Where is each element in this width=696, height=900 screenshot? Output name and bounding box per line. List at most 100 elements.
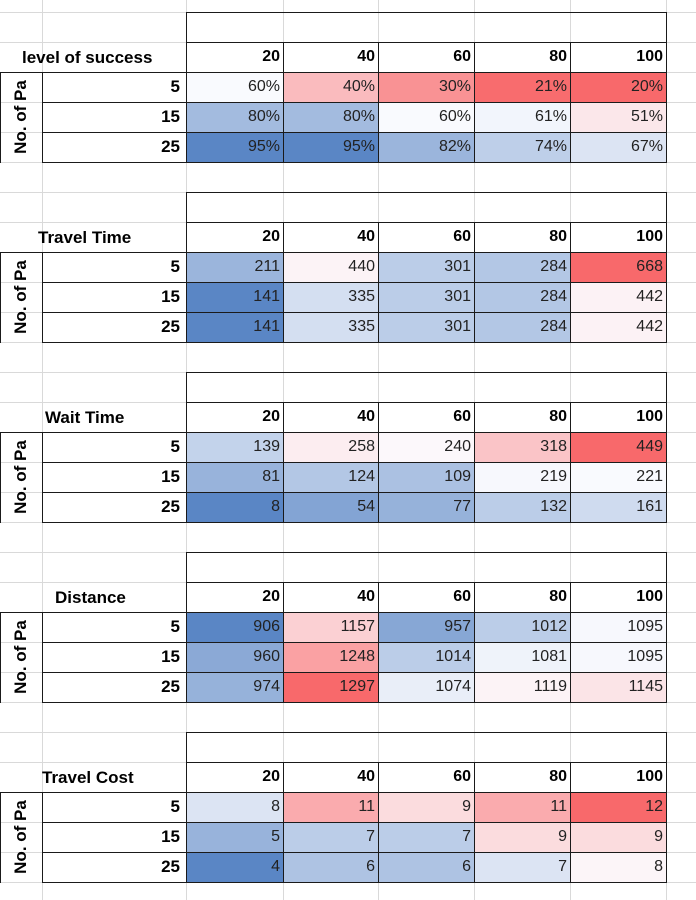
row-label[interactable]: 25 [161, 137, 180, 156]
data-cell[interactable]: 161 [570, 492, 666, 522]
data-cell[interactable]: 284 [474, 282, 570, 312]
data-cell[interactable]: 1119 [474, 672, 570, 702]
data-cell[interactable]: 141 [186, 282, 283, 312]
data-cell[interactable]: 6 [378, 852, 474, 882]
column-header[interactable]: 20 [186, 762, 283, 792]
data-cell[interactable]: 1074 [378, 672, 474, 702]
data-cell[interactable]: 1012 [474, 612, 570, 642]
data-cell[interactable]: 240 [378, 432, 474, 462]
data-cell[interactable]: 30% [378, 72, 474, 102]
data-cell[interactable]: 960 [186, 642, 283, 672]
column-header[interactable]: 20 [186, 582, 283, 612]
column-header[interactable]: 60 [378, 402, 474, 432]
column-header[interactable]: 20 [186, 222, 283, 252]
data-cell[interactable]: 8 [570, 852, 666, 882]
row-label[interactable]: 15 [161, 827, 180, 846]
column-header[interactable]: 40 [283, 222, 378, 252]
data-cell[interactable]: 40% [283, 72, 378, 102]
data-cell[interactable]: 11 [474, 792, 570, 822]
column-header[interactable]: 60 [378, 222, 474, 252]
data-cell[interactable]: 61% [474, 102, 570, 132]
data-cell[interactable]: 301 [378, 282, 474, 312]
data-cell[interactable]: 139 [186, 432, 283, 462]
row-label[interactable]: 25 [161, 677, 180, 696]
data-cell[interactable]: 21% [474, 72, 570, 102]
data-cell[interactable]: 1297 [283, 672, 378, 702]
data-cell[interactable]: 80% [283, 102, 378, 132]
column-header[interactable]: 60 [378, 762, 474, 792]
data-cell[interactable]: 11 [283, 792, 378, 822]
data-cell[interactable]: 284 [474, 312, 570, 342]
data-cell[interactable]: 335 [283, 282, 378, 312]
data-cell[interactable]: 449 [570, 432, 666, 462]
row-label[interactable]: 15 [161, 467, 180, 486]
column-header[interactable]: 40 [283, 582, 378, 612]
data-cell[interactable]: 109 [378, 462, 474, 492]
data-cell[interactable]: 1014 [378, 642, 474, 672]
column-header[interactable]: 80 [474, 402, 570, 432]
column-header[interactable]: 60 [378, 582, 474, 612]
data-cell[interactable]: 124 [283, 462, 378, 492]
column-header[interactable]: 80 [474, 42, 570, 72]
data-cell[interactable]: 80% [186, 102, 283, 132]
row-label[interactable]: 25 [161, 317, 180, 336]
data-cell[interactable]: 7 [283, 822, 378, 852]
column-header[interactable]: 100 [570, 42, 666, 72]
row-label[interactable]: 25 [161, 857, 180, 876]
data-cell[interactable]: 1145 [570, 672, 666, 702]
data-cell[interactable]: 668 [570, 252, 666, 282]
data-cell[interactable]: 318 [474, 432, 570, 462]
data-cell[interactable]: 1248 [283, 642, 378, 672]
data-cell[interactable]: 20% [570, 72, 666, 102]
data-cell[interactable]: 1157 [283, 612, 378, 642]
row-label[interactable]: 5 [170, 257, 180, 276]
column-header[interactable]: 40 [283, 402, 378, 432]
row-label[interactable]: 15 [161, 647, 180, 666]
row-label[interactable]: 25 [161, 497, 180, 516]
data-cell[interactable]: 51% [570, 102, 666, 132]
column-header[interactable]: 100 [570, 222, 666, 252]
data-cell[interactable]: 440 [283, 252, 378, 282]
data-cell[interactable]: 95% [186, 132, 283, 162]
column-header[interactable]: 100 [570, 762, 666, 792]
data-cell[interactable]: 7 [378, 822, 474, 852]
column-header[interactable]: 40 [283, 762, 378, 792]
data-cell[interactable]: 221 [570, 462, 666, 492]
data-cell[interactable]: 132 [474, 492, 570, 522]
row-label[interactable]: 5 [170, 797, 180, 816]
column-header[interactable]: 80 [474, 762, 570, 792]
data-cell[interactable]: 82% [378, 132, 474, 162]
row-label[interactable]: 5 [170, 437, 180, 456]
row-label[interactable]: 15 [161, 287, 180, 306]
data-cell[interactable]: 442 [570, 312, 666, 342]
data-cell[interactable]: 957 [378, 612, 474, 642]
data-cell[interactable]: 906 [186, 612, 283, 642]
data-cell[interactable]: 67% [570, 132, 666, 162]
data-cell[interactable]: 60% [378, 102, 474, 132]
data-cell[interactable]: 9 [570, 822, 666, 852]
column-header[interactable]: 80 [474, 582, 570, 612]
data-cell[interactable]: 12 [570, 792, 666, 822]
data-cell[interactable]: 81 [186, 462, 283, 492]
data-cell[interactable]: 7 [474, 852, 570, 882]
data-cell[interactable]: 4 [186, 852, 283, 882]
column-header[interactable]: 20 [186, 402, 283, 432]
data-cell[interactable]: 6 [283, 852, 378, 882]
data-cell[interactable]: 141 [186, 312, 283, 342]
column-header[interactable]: 100 [570, 582, 666, 612]
data-cell[interactable]: 74% [474, 132, 570, 162]
data-cell[interactable]: 301 [378, 312, 474, 342]
data-cell[interactable]: 9 [474, 822, 570, 852]
data-cell[interactable]: 54 [283, 492, 378, 522]
data-cell[interactable]: 211 [186, 252, 283, 282]
data-cell[interactable]: 335 [283, 312, 378, 342]
data-cell[interactable]: 442 [570, 282, 666, 312]
row-label[interactable]: 5 [170, 617, 180, 636]
data-cell[interactable]: 1095 [570, 612, 666, 642]
column-header[interactable]: 60 [378, 42, 474, 72]
column-header[interactable]: 80 [474, 222, 570, 252]
data-cell[interactable]: 974 [186, 672, 283, 702]
data-cell[interactable]: 77 [378, 492, 474, 522]
data-cell[interactable]: 8 [186, 792, 283, 822]
